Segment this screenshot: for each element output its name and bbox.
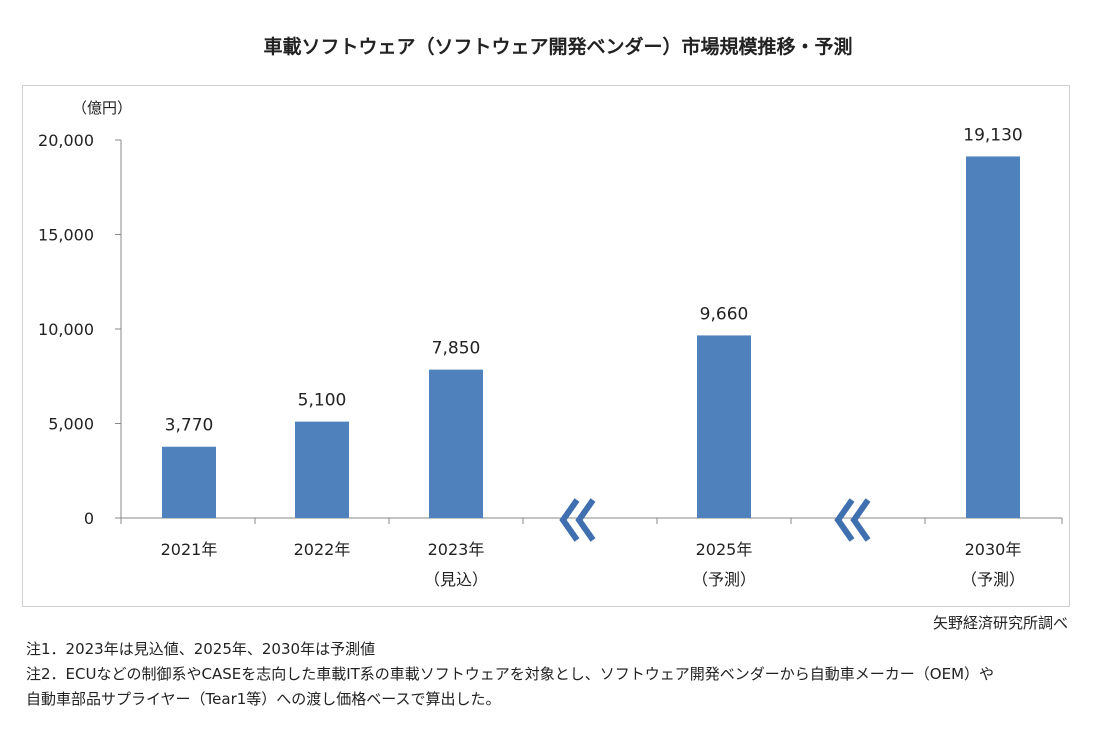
axis-break-icon <box>850 498 871 542</box>
notes: 注1．2023年は見込値、2025年、2030年は予測値 注2．ECUなどの制御… <box>26 637 994 712</box>
y-tick-label: 10,000 <box>38 320 94 339</box>
axis-break-icon <box>559 498 580 542</box>
x-tick-label: 2021年 <box>161 540 218 559</box>
x-tick-sublabel: （見込） <box>424 570 488 589</box>
bar <box>966 156 1020 518</box>
y-tick-label: 5,000 <box>48 415 94 434</box>
data-label: 5,100 <box>298 391 347 411</box>
x-tick-label: 2023年 <box>428 540 485 559</box>
bar <box>162 446 216 518</box>
data-label: 7,850 <box>432 339 481 359</box>
chart-frame <box>22 85 1070 607</box>
axis-break-icon <box>575 498 596 542</box>
data-label: 9,660 <box>700 304 749 324</box>
y-unit-label: （億円） <box>72 99 132 117</box>
bar <box>697 335 751 518</box>
data-label: 3,770 <box>165 416 214 436</box>
x-tick-sublabel: （予測） <box>961 570 1025 589</box>
note-1: 注1．2023年は見込値、2025年、2030年は予測値 <box>26 640 376 658</box>
x-tick-label: 2025年 <box>696 540 753 559</box>
note-2: 注2．ECUなどの制御系やCASEを志向した車載IT系の車載ソフトウェアを対象と… <box>26 665 995 683</box>
source-credit: 矢野経済研究所調べ <box>932 614 1068 632</box>
axis-break-icon <box>834 498 855 542</box>
bar <box>429 369 483 518</box>
chart-title: 車載ソフトウェア（ソフトウェア開発ベンダー）市場規模推移・予測 <box>263 36 853 58</box>
note-3: 自動車部品サプライヤー（Tear1等）への渡し価格ベースで算出した。 <box>26 690 501 708</box>
y-tick-label: 20,000 <box>38 131 94 150</box>
bar-chart: 0 5,000 10,000 15,000 20,000 （億円） 3,770 2021年 5,… <box>38 99 1063 589</box>
y-tick-label: 0 <box>84 509 94 528</box>
x-tick-label: 2022年 <box>294 540 351 559</box>
data-label: 19,130 <box>963 125 1022 145</box>
y-tick-label: 15,000 <box>38 226 94 245</box>
x-tick-label: 2030年 <box>965 540 1022 559</box>
x-tick-sublabel: （予測） <box>692 570 756 589</box>
bar <box>295 421 349 518</box>
